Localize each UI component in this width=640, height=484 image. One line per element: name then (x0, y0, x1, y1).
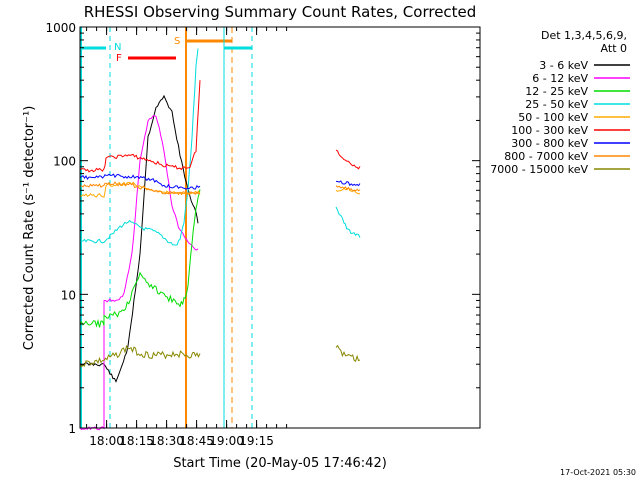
legend-label-3: 25 - 50 keV (525, 98, 588, 111)
saa-label: S (174, 36, 180, 47)
legend-label-8: 7000 - 15000 keV (490, 163, 588, 176)
series-line-8-1 (335, 344, 361, 362)
series-line-5-1 (335, 149, 361, 170)
legend-header-line-2: Att 0 (601, 42, 627, 55)
series-line-2-0 (79, 189, 201, 328)
y-tick-label: 10 (61, 288, 76, 302)
legend-label-7: 800 - 7000 keV (504, 150, 588, 163)
legend-label-1: 6 - 12 keV (532, 72, 588, 85)
x-tick-label: 18:15 (119, 434, 154, 448)
series-line-6-1 (335, 180, 361, 187)
x-axis-label: Start Time (20-May-05 17:46:42) (173, 456, 387, 471)
night-label: N (114, 42, 121, 53)
series-line-7-1 (335, 185, 361, 192)
plot-area: NF S 1 10 100 1000 18:0018:1518:3018:4519:0019… (45, 21, 481, 448)
x-tick-label: 18:45 (179, 434, 214, 448)
y-tick-label: 1 (68, 422, 76, 436)
legend-header-line-1: Det 1,3,4,5,6,9, (541, 29, 627, 42)
series-line-3-0 (80, 48, 199, 246)
series-line-4-0 (79, 181, 201, 198)
x-tick-label: 18:30 (149, 434, 184, 448)
footer-date: 17-Oct-2021 05:30 (560, 468, 636, 477)
y-tick-label: 100 (53, 155, 76, 169)
plot-frame (79, 26, 481, 429)
legend-label-0: 3 - 6 keV (539, 59, 588, 72)
y-axis-label: Corrected Count Rate (s⁻¹ detector⁻¹) (22, 106, 37, 351)
x-tick-label: 19:00 (209, 434, 244, 448)
y-tick-label: 1000 (45, 21, 76, 35)
chart-title: RHESSI Observing Summary Count Rates, Co… (84, 3, 477, 21)
series-line-8-0 (79, 344, 201, 368)
legend-label-4: 50 - 100 keV (518, 111, 588, 124)
series-line-6-0 (79, 173, 201, 190)
flare-label: F (116, 53, 122, 64)
series-line-3-1 (335, 206, 361, 238)
legend-label-6: 300 - 800 keV (511, 137, 588, 150)
series-line-5-0 (79, 80, 201, 173)
x-tick-label: 19:15 (239, 434, 274, 448)
legend-label-5: 100 - 300 keV (511, 124, 588, 137)
series-line-0-0 (79, 94, 199, 383)
legend-label-2: 12 - 25 keV (525, 85, 588, 98)
series-line-7-0 (79, 181, 201, 196)
x-tick-label: 18:00 (89, 434, 124, 448)
series-line-1-0 (79, 114, 199, 431)
